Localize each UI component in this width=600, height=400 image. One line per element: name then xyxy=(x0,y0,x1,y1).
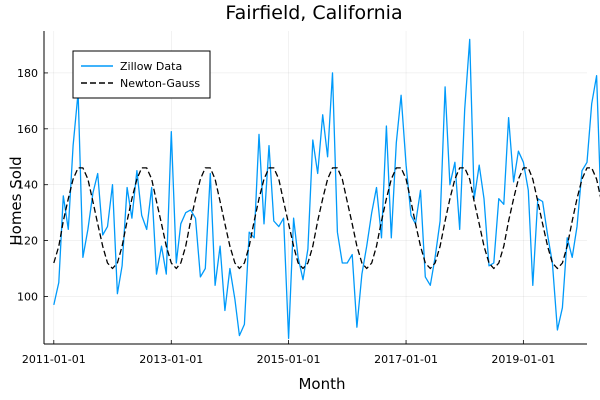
legend-box xyxy=(72,50,211,99)
legend: Zillow Data Newton-Gauss xyxy=(72,50,211,99)
grid xyxy=(44,31,587,344)
x-tick-label: 2013-01-01 xyxy=(139,353,203,366)
chart-title: Fairfield, California xyxy=(225,2,402,24)
y-tick-label: 100 xyxy=(17,290,38,303)
series-line-newton-gauss xyxy=(53,167,600,270)
legend-label-zillow: Zillow Data xyxy=(120,60,182,73)
y-tick-label: 180 xyxy=(17,67,38,80)
series-line-zillow-data xyxy=(53,38,600,340)
ticks: 2011-01-01 2013-01-01 2015-01-01 2017-01-01… xyxy=(17,67,555,366)
axes xyxy=(43,31,587,345)
x-tick-label: 2017-01-01 xyxy=(374,353,438,366)
x-tick-label: 2019-01-01 xyxy=(491,353,555,366)
legend-label-newton-gauss: Newton-Gauss xyxy=(120,77,200,90)
x-tick-label: 2011-01-01 xyxy=(22,353,86,366)
y-tick-label: 160 xyxy=(17,123,38,136)
x-axis-label: Month xyxy=(298,375,345,393)
y-tick-label: 140 xyxy=(17,179,38,192)
x-tick-label: 2015-01-01 xyxy=(257,353,321,366)
plot-area xyxy=(53,38,600,340)
y-tick-label: 120 xyxy=(17,235,38,248)
y-axis-label: Homes Sold xyxy=(7,156,25,245)
